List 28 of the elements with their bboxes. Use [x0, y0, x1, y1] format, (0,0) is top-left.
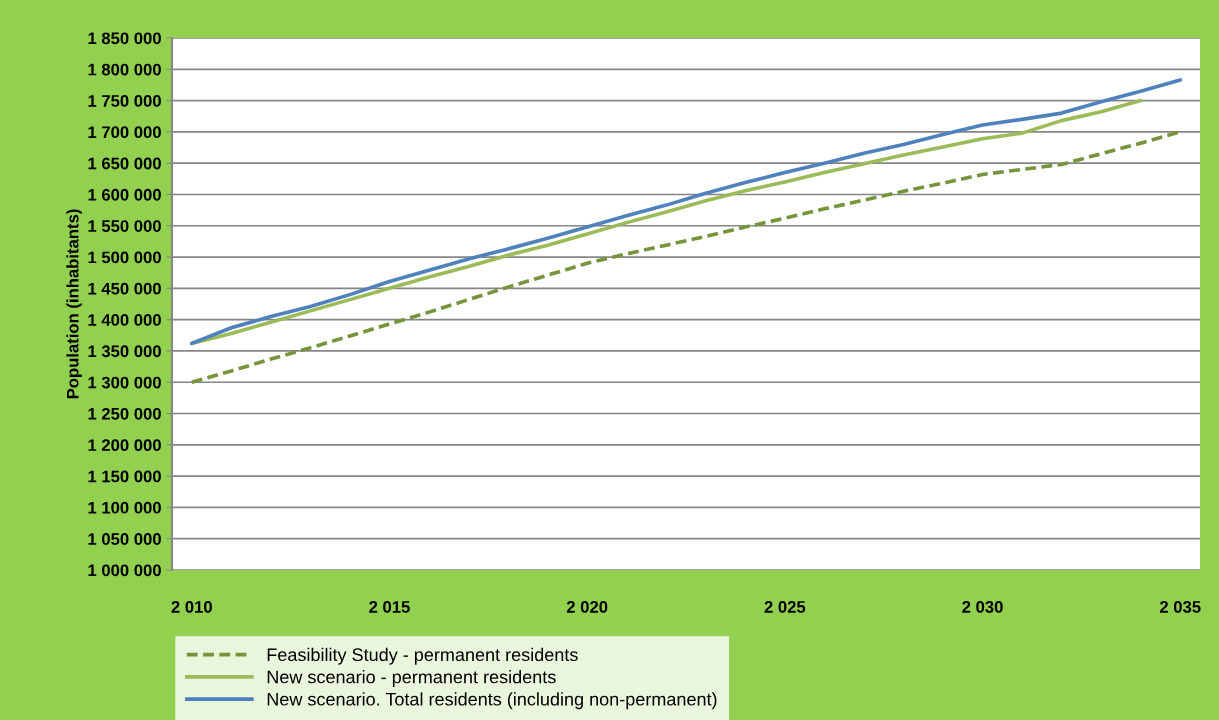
y-tick-label: 1 000 000: [88, 564, 161, 577]
x-tick-label: 2 010: [171, 601, 212, 613]
y-tick-label: 1 550 000: [88, 220, 161, 232]
x-tick-label: 2 015: [369, 601, 410, 613]
y-tick-label: 1 300 000: [88, 376, 161, 389]
y-tick-label: 1 400 000: [88, 314, 161, 326]
legend-label: Feasibility Study - permanent residents: [267, 647, 578, 665]
y-tick-label: 1 350 000: [88, 345, 161, 358]
y-tick-label: 1 450 000: [88, 282, 161, 295]
y-tick-label: 1 650 000: [88, 157, 161, 170]
y-tick-label: 1 750 000: [88, 94, 161, 107]
y-tick-label: 1 250 000: [88, 407, 161, 420]
y-axis-title: Population (inhabitants): [66, 209, 82, 399]
legend-label: New scenario - permanent residents: [267, 670, 556, 687]
y-tick-label: 1 700 000: [88, 126, 161, 139]
y-tick-label: 1 100 000: [88, 501, 161, 514]
x-tick-label: 2 025: [764, 601, 806, 613]
legend-label: New scenario. Total residents (including non-permanent): [267, 692, 717, 710]
y-tick-label: 1 500 000: [88, 251, 161, 264]
x-tick-label: 2 030: [962, 601, 1003, 613]
x-tick-label: 2 020: [566, 601, 608, 613]
x-tick-label: 2 035: [1159, 601, 1201, 613]
y-tick-label: 1 050 000: [88, 533, 161, 545]
y-tick-label: 1 800 000: [88, 63, 161, 76]
y-tick-label: 1 850 000: [88, 32, 161, 45]
y-tick-label: 1 150 000: [88, 470, 161, 483]
y-tick-label: 1 600 000: [88, 188, 161, 201]
y-tick-label: 1 200 000: [88, 439, 161, 452]
